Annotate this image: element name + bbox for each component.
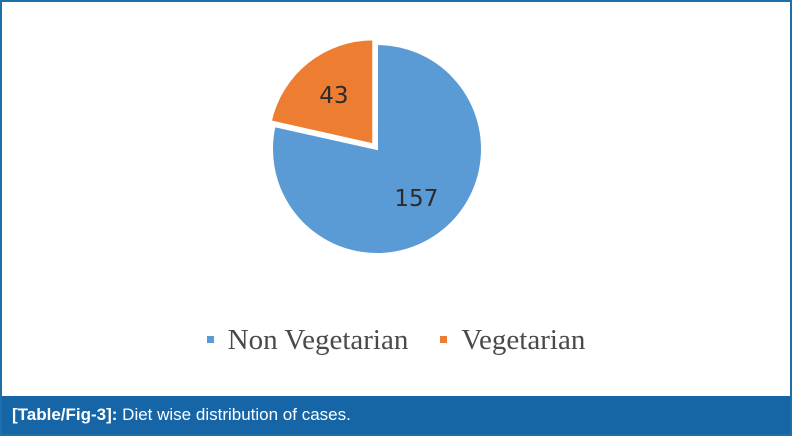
caption-text: Diet wise distribution of cases. (117, 405, 351, 424)
pie-chart: 157 43 (2, 2, 790, 396)
legend-swatch-vegetarian (440, 335, 448, 343)
legend-swatch-non-vegetarian (206, 335, 214, 343)
data-label-non-vegetarian: 157 (394, 186, 438, 212)
legend-item-non-vegetarian: Non Vegetarian (206, 324, 409, 357)
figure-caption: [Table/Fig-3]: Diet wise distribution of… (2, 396, 790, 434)
caption-label: [Table/Fig-3]: (12, 405, 118, 424)
pie-slice-non-vegetarian (271, 42, 483, 255)
legend-item-vegetarian: Vegetarian (440, 324, 585, 357)
pie-slice-vegetarian (269, 38, 375, 146)
legend-label-vegetarian: Vegetarian (461, 324, 586, 356)
legend-label-non-vegetarian: Non Vegetarian (227, 324, 409, 356)
chart-legend: Non Vegetarian Vegetarian (2, 324, 790, 357)
pie-chart-svg: 157 43 (269, 38, 483, 255)
data-label-vegetarian: 43 (319, 83, 348, 109)
